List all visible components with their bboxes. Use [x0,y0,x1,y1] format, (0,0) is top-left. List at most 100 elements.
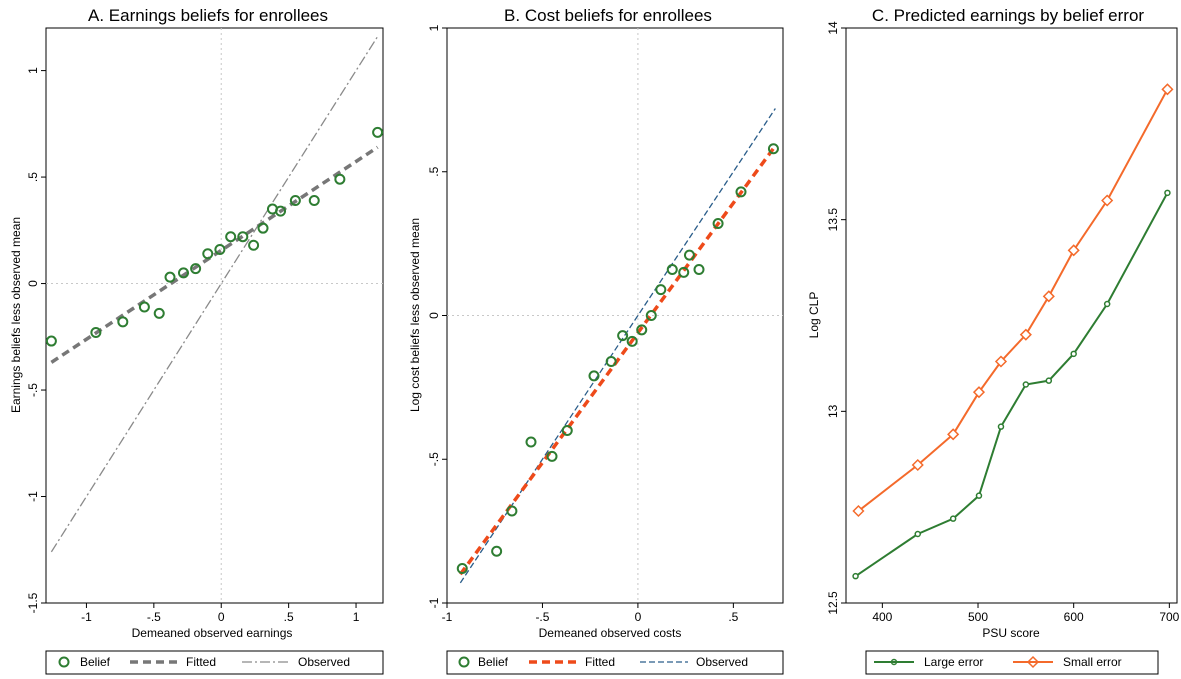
panel-b-belief-point-16 [693,264,705,275]
panel-a-plot-area [45,27,384,604]
panel-c-small-error-point-5 [1019,328,1032,341]
panel-a-belief-point-5 [164,271,176,283]
panel-b-zero-lines [447,28,783,603]
panel-b-belief-point-0 [456,563,468,574]
panel-c-x-label: PSU score [982,626,1040,640]
panel-c-legend-large-label: Large error [924,655,983,669]
panel-c-large-error-line [855,192,1169,577]
panel-c-y-tick-label-0: 12.5 [826,591,840,615]
panel-a-belief-point-3 [138,301,150,313]
panel-c-small-error-point-6 [1042,290,1055,303]
panel-b-x-tick-label-2: 0 [635,610,642,624]
panel-b-belief-point-7 [605,356,617,367]
panel-a-y-tick-label-4: .5 [26,172,40,182]
panel-b-legend-belief-marker [458,656,470,668]
panel-a-y-tick-label-3: 0 [26,280,40,287]
panel-a-belief-point-7 [190,263,202,275]
panel-b-belief-point-14 [678,266,690,278]
panel-b-series-observed [459,108,776,584]
panel-c-y-tick-label-1: 13 [826,404,840,418]
panel-a-observed-line [50,36,379,553]
panel-a-y-tick-label-5: 1 [26,67,40,74]
panel-b-fitted-line [458,144,777,576]
panel-b-legend-observed-label: Observed [696,655,748,669]
panel-a-belief-point-10 [225,231,237,243]
panel-a-x-tick-label-3: .5 [284,610,294,624]
panel-a-belief-point-0 [45,335,57,347]
panel-a-title: A. Earnings beliefs for enrollees [88,6,328,25]
panel-a-belief-point-16 [289,195,301,206]
panel-c-large-error-point-4 [997,423,1005,430]
panel-a-series-fitted [50,145,379,364]
panel-c-small-error-point-3 [972,386,986,399]
panel-b-y-tick-label-0: -1 [427,597,441,608]
panel-b-belief-point-3 [525,436,537,448]
panel-b-y-tick-label-3: .5 [427,166,441,176]
panel-c-x-tick-label-0: 400 [872,610,892,624]
panel-b-belief-point-13 [666,264,678,275]
panel-b-belief-point-11 [645,310,657,321]
panel-c-large-error-point-9 [1164,189,1171,197]
panel-b-observed-line [459,108,776,584]
panel-b-belief-point-2 [506,505,518,517]
panel-a-belief-point-12 [248,239,260,251]
panel-c-x-tick-label-2: 600 [1064,610,1084,624]
panel-a-zero-lines [46,28,383,603]
panel-c-y-tick-label-2: 13.5 [826,208,840,232]
panel-a-legend-observed-label: Observed [298,655,350,669]
panel-c-x-tick-label-3: 700 [1159,610,1179,624]
panel-c-large-error-point-6 [1045,377,1053,384]
panel-a-y-tick-label-1: -1 [26,491,40,502]
panel-c-x-ticks: 400 500 600 700 [872,603,1180,624]
panel-b-belief-point-4 [546,450,558,462]
panel-a-belief-point-11 [237,231,249,243]
panel-b-legend-belief-label: Belief [478,655,509,669]
panel-b-belief-point-6 [588,370,600,382]
panel-b-belief-point-8 [617,330,629,342]
panel-a-belief-point-9 [214,243,226,255]
panel-c-title: C. Predicted earnings by belief error [872,6,1144,25]
panel-a-belief-point-13 [257,222,269,234]
panel-c-y-ticks: 12.5 13 13.5 14 [826,21,846,615]
panel-b: B. Cost beliefs for enrollees -1 -.5 0 .5 -… [408,6,784,675]
panel-c-plot-area [845,27,1178,604]
panel-c-y-tick-label-3: 14 [826,21,840,35]
panel-a-x-tick-label-1: -.5 [147,610,161,624]
panel-a-y-ticks: -1.5 -1 -.5 0 .5 1 [26,67,46,613]
panel-b-title: B. Cost beliefs for enrollees [504,6,712,25]
panel-a-y-tick-label-0: -1.5 [26,592,40,613]
panel-c-series-small-error [852,83,1174,518]
panel-b-legend-fitted-label: Fitted [585,655,615,669]
panel-c-large-error-point-3 [975,492,983,499]
panel-b-x-tick-label-3: .5 [728,610,738,624]
panel-a-belief-point-1 [90,327,102,339]
panel-a-belief-point-18 [334,173,346,185]
panel-b-belief-point-17 [712,218,724,229]
panel-b-y-label: Log cost beliefs less observed mean [408,218,422,412]
panel-a-belief-point-6 [177,267,189,279]
panel-a-fitted-line [50,145,379,364]
panel-a-x-tick-label-2: 0 [218,610,225,624]
panel-c-small-error-point-9 [1161,83,1174,96]
panel-c-large-error-point-1 [914,530,921,538]
panel-b-x-ticks: -1 -.5 0 .5 [442,603,739,624]
panel-a-x-tick-label-0: -1 [81,610,92,624]
panel-c-series-large-error [852,189,1171,580]
panel-b-belief-point-9 [626,335,638,347]
panel-b-belief-point-1 [491,545,503,557]
panel-a-legend-fitted-label: Fitted [186,655,216,669]
panel-a-belief-point-19 [372,126,384,138]
panel-c-small-error-point-8 [1101,194,1114,207]
panel-a-series-observed [50,36,379,553]
panel-c-small-error-point-2 [947,428,960,441]
panel-c-y-label: Log CLP [807,292,821,339]
panel-c-large-error-point-2 [949,515,957,522]
panel-c-large-error-point-0 [852,572,859,580]
panel-b-x-tick-label-1: -.5 [535,610,549,624]
panel-b-belief-point-18 [735,186,747,198]
panel-a: A. Earnings beliefs for enrollees -1 -.5 0… [9,6,384,675]
panel-c-legend-large-marker [890,658,898,666]
panel-c: C. Predicted earnings by belief error 40… [807,6,1180,675]
panel-a-legend-belief-label: Belief [80,655,111,669]
